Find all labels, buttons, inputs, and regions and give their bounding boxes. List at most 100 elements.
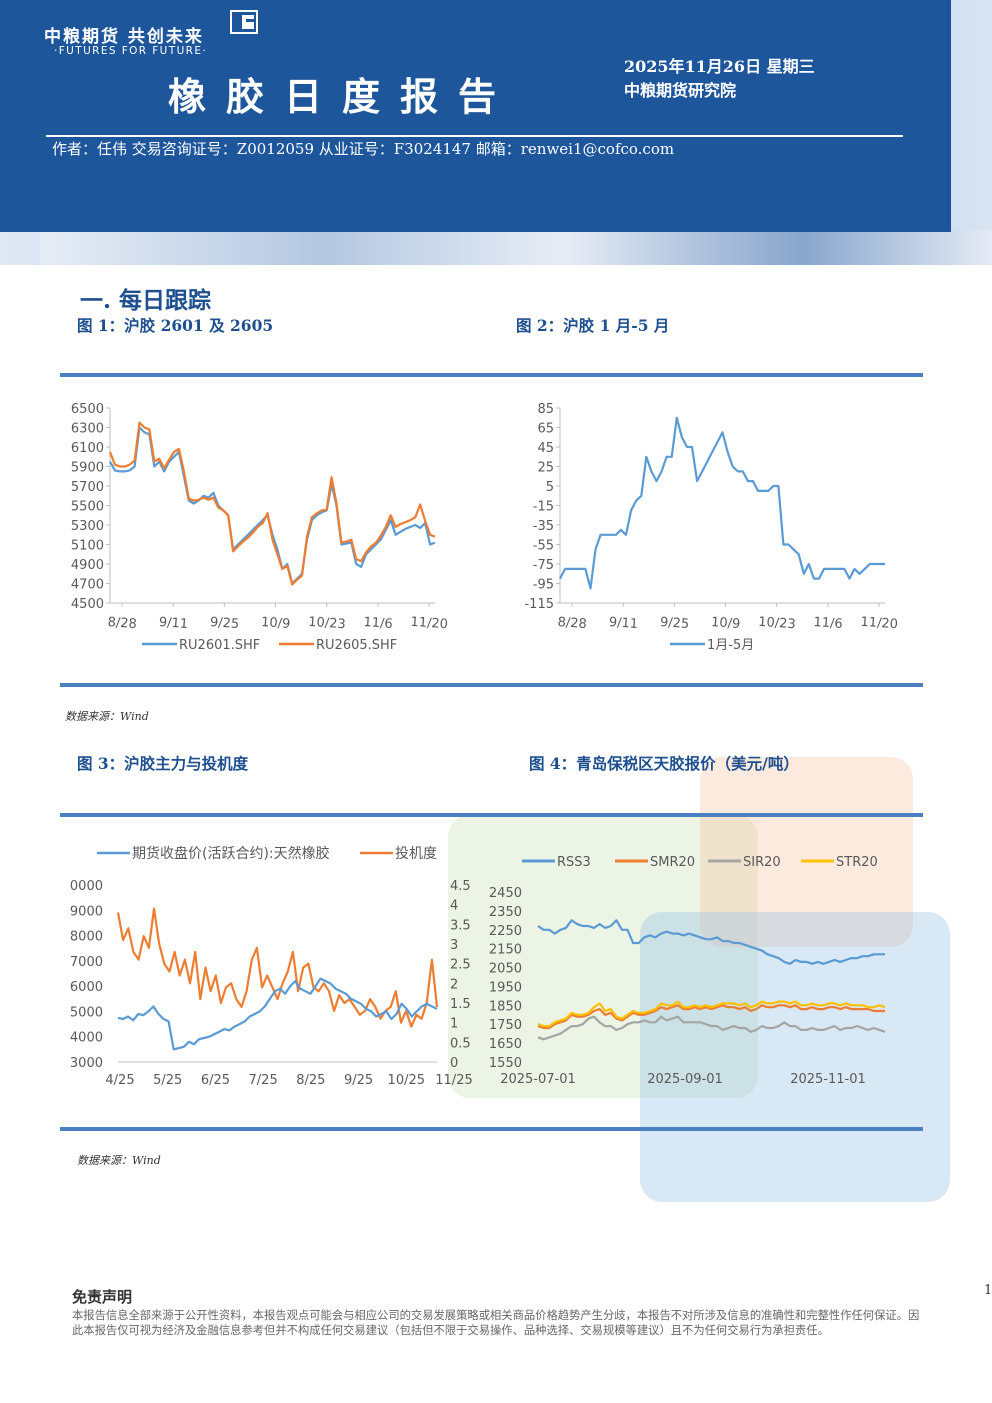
legend-label: RSS3: [557, 855, 591, 870]
series-line-smr20: [537, 1004, 885, 1030]
series-line-speculation: [116, 907, 439, 1028]
x-tick-label: 9/25: [209, 615, 239, 632]
y-tick-label: 65: [537, 422, 554, 437]
series-line-5b9bd5: [109, 426, 436, 585]
y-tick-label: 4900: [71, 558, 104, 573]
x-tick-label: 9/25: [344, 1073, 373, 1088]
figure-row-2-bottom-rule: [60, 1127, 923, 1131]
x-tick-label: 10/23: [758, 615, 796, 633]
header-decoration: [40, 230, 992, 265]
page-number: 1: [984, 1283, 992, 1298]
y-tick-label: 4700: [71, 578, 104, 593]
y-tick-label: -75: [533, 558, 554, 573]
company-logo-text: 中粮期货 共创未来: [44, 27, 204, 47]
data-source-note: 数据来源：Wind: [77, 1154, 161, 1167]
figure-row-1-top-rule: [60, 373, 923, 377]
x-tick-label: 2025-11-01: [790, 1072, 866, 1087]
y-tick-label: 6500: [71, 402, 104, 417]
x-tick-label: 10/25: [388, 1073, 425, 1088]
y-tick-label: 5500: [71, 500, 104, 515]
y-left-tick-label: 3000: [70, 1056, 103, 1071]
y-left-tick-label: 5000: [70, 1005, 103, 1020]
legend-label: RU2601.SHF: [179, 638, 260, 653]
y-tick-label: 25: [537, 461, 554, 476]
chart-figure-4: 1550 1650 1750 1850 1950 2050 2150 2250 2350 2450…: [489, 855, 886, 1087]
chart-figure-3: 3000400050006000700080009000000000.511.5…: [70, 845, 473, 1088]
y-tick-label: 1550: [489, 1056, 522, 1071]
y-tick-label: 5900: [71, 461, 104, 476]
x-tick-label: 6/25: [201, 1073, 230, 1088]
y-tick-label: -55: [533, 539, 554, 554]
y-right-tick-label: 2.5: [450, 958, 471, 973]
y-right-tick-label: 4.5: [450, 879, 471, 894]
y-tick-label: 85: [537, 402, 554, 417]
y-tick-label: 5300: [71, 519, 104, 534]
y-tick-label: -35: [533, 519, 554, 534]
header-divider: [46, 135, 903, 137]
y-right-tick-label: 2: [450, 977, 458, 992]
company-logo-icon: [230, 10, 258, 34]
y-left-tick-label: 4000: [70, 1031, 103, 1046]
y-right-tick-label: 0.5: [450, 1036, 471, 1051]
y-right-tick-label: 3.5: [450, 918, 471, 933]
report-organization: 中粮期货研究院: [624, 81, 737, 100]
x-tick-label: 9/11: [158, 615, 188, 632]
y-right-tick-label: 1.5: [450, 997, 471, 1012]
x-tick-label: 2025-09-01: [647, 1072, 723, 1087]
x-tick-label: 11/20: [410, 615, 448, 633]
x-tick-label: 7/25: [249, 1073, 278, 1088]
legend-label: SMR20: [650, 855, 695, 870]
author-line: 作者：任伟 交易咨询证号：Z0012059 从业证号：F3024147 邮箱：r…: [52, 140, 675, 158]
data-source-note: 数据来源：Wind: [65, 710, 149, 723]
y-tick-label: 5100: [71, 539, 104, 554]
x-tick-label: 9/11: [608, 615, 638, 632]
y-left-tick-label: 0000: [70, 879, 103, 894]
y-tick-label: 1850: [489, 999, 522, 1014]
figure-2-title: 图 2：沪胶 1 月-5 月: [516, 316, 670, 335]
y-tick-label: 1950: [489, 980, 522, 995]
x-tick-label: 11/20: [860, 615, 898, 633]
y-tick-label: 5: [546, 480, 554, 495]
x-tick-label: 9/25: [659, 615, 689, 632]
x-tick-label: 5/25: [153, 1073, 182, 1088]
y-right-tick-label: 4: [450, 899, 458, 914]
figure-4-title: 图 4：青岛保税区天胶报价（美元/吨）: [529, 754, 799, 773]
y-tick-label: 4500: [71, 597, 104, 612]
series-line-futures-close: [117, 977, 438, 1051]
series-line-5b9bd5: [559, 416, 885, 590]
y-tick-label: 2150: [489, 943, 522, 958]
y-left-tick-label: 7000: [70, 955, 103, 970]
x-tick-label: 11/6: [813, 615, 843, 632]
series-line-str20: [537, 1000, 886, 1028]
company-logo-subtitle: ·FUTURES FOR FUTURE·: [54, 45, 208, 57]
x-tick-label: 2025-07-01: [500, 1072, 576, 1087]
y-tick-label: -15: [533, 500, 554, 515]
figure-3-title: 图 3：沪胶主力与投机度: [77, 754, 249, 773]
y-tick-label: 6300: [71, 422, 104, 437]
x-tick-label: 11/25: [435, 1073, 472, 1088]
y-left-tick-label: 9000: [70, 904, 103, 919]
x-tick-label: 8/25: [296, 1073, 325, 1088]
y-tick-label: 2350: [489, 905, 522, 920]
y-tick-label: 45: [537, 441, 554, 456]
section-title: 一. 每日跟踪: [80, 287, 212, 314]
disclaimer-text: 本报告信息全部来源于公开性资料，本报告观点可能会与相应公司的交易发展策略或相关商…: [72, 1309, 920, 1337]
header-band: [0, 0, 951, 232]
report-date: 2025年11月26日 星期三: [624, 57, 815, 76]
legend-label: STR20: [836, 855, 878, 870]
y-tick-label: 6100: [71, 441, 104, 456]
legend-label: SIR20: [743, 855, 781, 870]
figure-1-title: 图 1：沪胶 2601 及 2605: [77, 316, 274, 335]
y-tick-label: 2050: [489, 962, 522, 977]
y-right-tick-label: 0: [450, 1056, 458, 1071]
y-tick-label: 1750: [489, 1018, 522, 1033]
x-tick-label: 10/9: [711, 615, 741, 632]
series-line-sir20: [537, 1015, 886, 1041]
x-tick-label: 10/9: [261, 615, 291, 632]
legend-label: 投机度: [395, 846, 437, 862]
x-tick-label: 10/23: [308, 615, 346, 633]
legend-label: RU2605.SHF: [316, 638, 397, 653]
y-left-tick-label: 8000: [70, 930, 103, 945]
disclaimer-title: 免责声明: [72, 1288, 133, 1306]
